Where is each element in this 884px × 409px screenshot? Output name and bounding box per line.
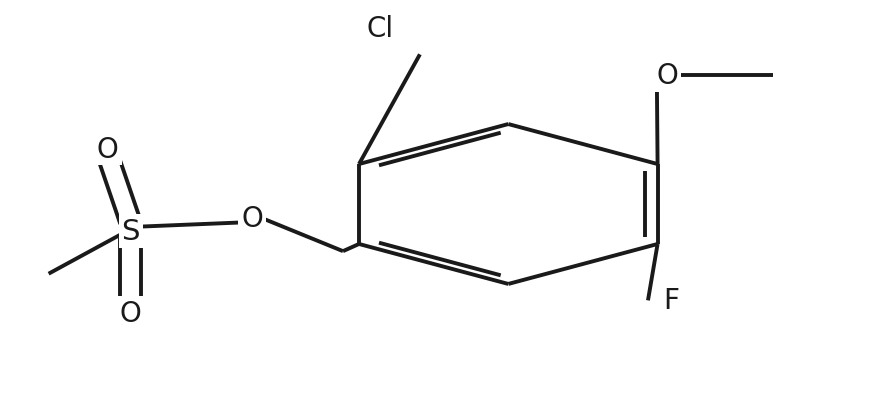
Text: S: S — [122, 217, 140, 245]
Text: O: O — [241, 205, 263, 233]
Text: F: F — [663, 287, 679, 315]
Text: O: O — [97, 135, 118, 163]
Text: O: O — [120, 299, 141, 327]
Text: O: O — [657, 62, 678, 90]
Text: Cl: Cl — [366, 15, 393, 43]
